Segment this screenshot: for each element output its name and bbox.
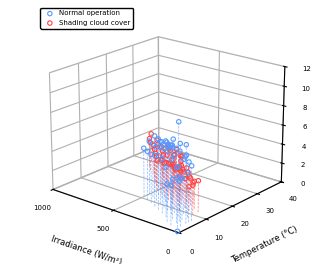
- X-axis label: Irradiance (W/m²): Irradiance (W/m²): [50, 235, 123, 264]
- Legend: Normal operation, Shading cloud cover: Normal operation, Shading cloud cover: [40, 8, 133, 29]
- Y-axis label: Temperature (°C): Temperature (°C): [230, 224, 299, 264]
